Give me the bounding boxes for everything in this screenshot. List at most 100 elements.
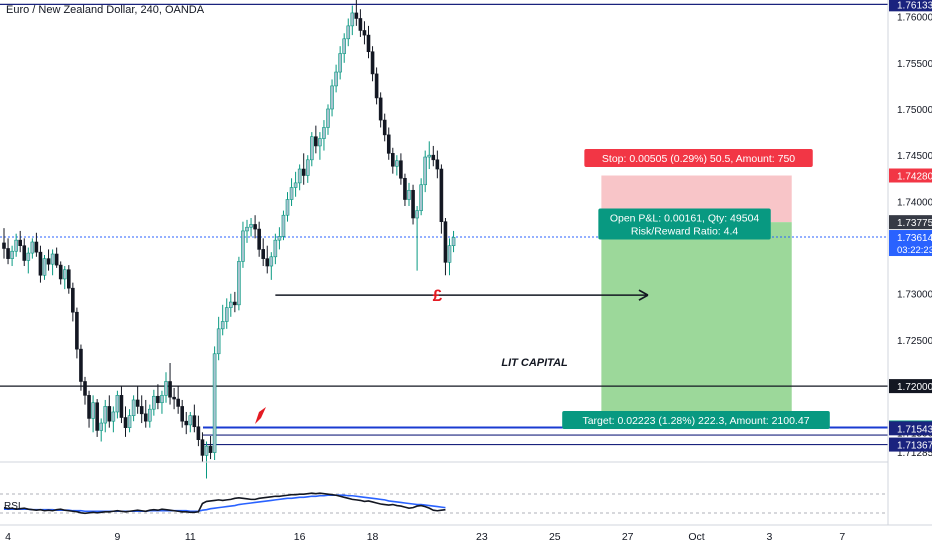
pnl-label[interactable]: Open P&L: 0.00161, Qty: 49504Risk/Reward… <box>598 208 771 240</box>
candle <box>160 390 164 414</box>
candle <box>326 104 330 135</box>
candle <box>67 265 71 294</box>
candle-body <box>115 395 120 413</box>
candle <box>350 5 355 36</box>
candle <box>79 344 83 391</box>
candle <box>83 376 87 405</box>
candle-body <box>38 251 43 276</box>
candle-body <box>386 134 391 154</box>
candle <box>212 346 217 460</box>
price-label-bg <box>889 0 932 12</box>
candle-body <box>224 307 229 322</box>
time-tick-label: 4 <box>5 531 11 543</box>
candle <box>208 435 213 460</box>
candle-body <box>62 269 67 280</box>
candle-body <box>26 252 31 261</box>
candle-body <box>196 426 201 440</box>
candle-body <box>204 445 209 456</box>
candle-body <box>314 136 318 147</box>
stop-label-text: Stop: 0.00505 (0.29%) 50.5, Amount: 750 <box>602 153 795 165</box>
candle-body <box>342 38 347 54</box>
candle <box>245 219 249 243</box>
candle <box>119 386 124 424</box>
candle-body <box>164 381 168 396</box>
candle-body <box>419 184 423 211</box>
candle-body <box>127 415 132 428</box>
candle-body <box>366 34 371 53</box>
candle-body <box>42 258 47 276</box>
candle-body <box>50 253 55 265</box>
candle-body <box>188 415 193 426</box>
candle <box>164 372 168 403</box>
candle <box>241 221 245 268</box>
candle <box>257 221 261 257</box>
candle-body <box>395 160 399 167</box>
candle-body <box>390 153 395 167</box>
candle <box>233 291 237 313</box>
candle <box>374 67 379 105</box>
candle <box>269 252 274 280</box>
candle-body <box>14 239 18 252</box>
candle-body <box>431 154 436 161</box>
candle-body <box>305 159 310 176</box>
candle <box>395 155 399 176</box>
candle <box>253 215 257 239</box>
candle-body <box>184 420 189 426</box>
candle-body <box>253 224 257 230</box>
rsi-line <box>3 492 446 515</box>
price-label-bg <box>889 421 932 436</box>
candle <box>249 217 253 237</box>
candle-body <box>233 301 237 306</box>
candle-body <box>447 245 452 263</box>
stop-label[interactable]: Stop: 0.00505 (0.29%) 50.5, Amount: 750 <box>584 149 813 167</box>
candle <box>139 395 144 424</box>
candle <box>58 261 63 285</box>
rsi-label: RSI <box>4 501 21 512</box>
candle <box>148 404 152 428</box>
candle <box>419 178 423 216</box>
price-label: 1.71367 <box>897 441 932 452</box>
candle <box>403 173 407 206</box>
time-axis[interactable]: 4 9 11 16 18 23 25 27 Oct 3 7 <box>0 524 932 543</box>
candle-body <box>451 237 456 247</box>
candle-body <box>427 154 432 158</box>
candle <box>115 390 120 419</box>
candle <box>378 92 383 128</box>
candle <box>200 432 205 462</box>
candle <box>334 64 338 93</box>
candle-body <box>111 411 116 422</box>
candle <box>362 21 367 45</box>
candle-body <box>212 353 217 453</box>
candle-body <box>156 395 160 404</box>
candle <box>318 132 322 160</box>
candle-body <box>411 189 415 219</box>
price-label-bg <box>889 437 932 452</box>
candle <box>75 307 79 359</box>
pnl-label-text: Risk/Reward Ratio: 4.4 <box>631 226 739 238</box>
price-axis[interactable]: 1.760001.755001.750001.745001.740001.735… <box>887 0 932 525</box>
candle-body <box>273 239 278 258</box>
target-label[interactable]: Target: 0.02223 (1.28%) 222.3, Amount: 2… <box>562 411 830 429</box>
price-tick-label: 1.76000 <box>897 13 932 24</box>
candle <box>229 293 233 317</box>
candle-body <box>208 445 213 453</box>
price-tick-label: 1.74500 <box>897 151 932 162</box>
candle-body <box>152 395 156 410</box>
candle-body <box>71 287 75 313</box>
candle <box>152 389 156 416</box>
pnl-label-text: Open P&L: 0.00161, Qty: 49504 <box>610 213 760 225</box>
candle <box>285 192 290 222</box>
candle <box>22 238 27 267</box>
candle-body <box>403 177 407 200</box>
candle <box>168 363 172 405</box>
drawing-overlay[interactable]: Stop: 0.00505 (0.29%) 50.5, Amount: 750 O… <box>255 149 830 429</box>
arrow-head <box>638 289 649 301</box>
candle-body <box>143 413 148 422</box>
candle-body <box>346 25 351 40</box>
candle <box>143 399 148 428</box>
candle-body <box>192 415 197 428</box>
candle <box>273 233 278 265</box>
price-label: 1.76133 <box>897 0 932 11</box>
candle <box>439 164 444 234</box>
